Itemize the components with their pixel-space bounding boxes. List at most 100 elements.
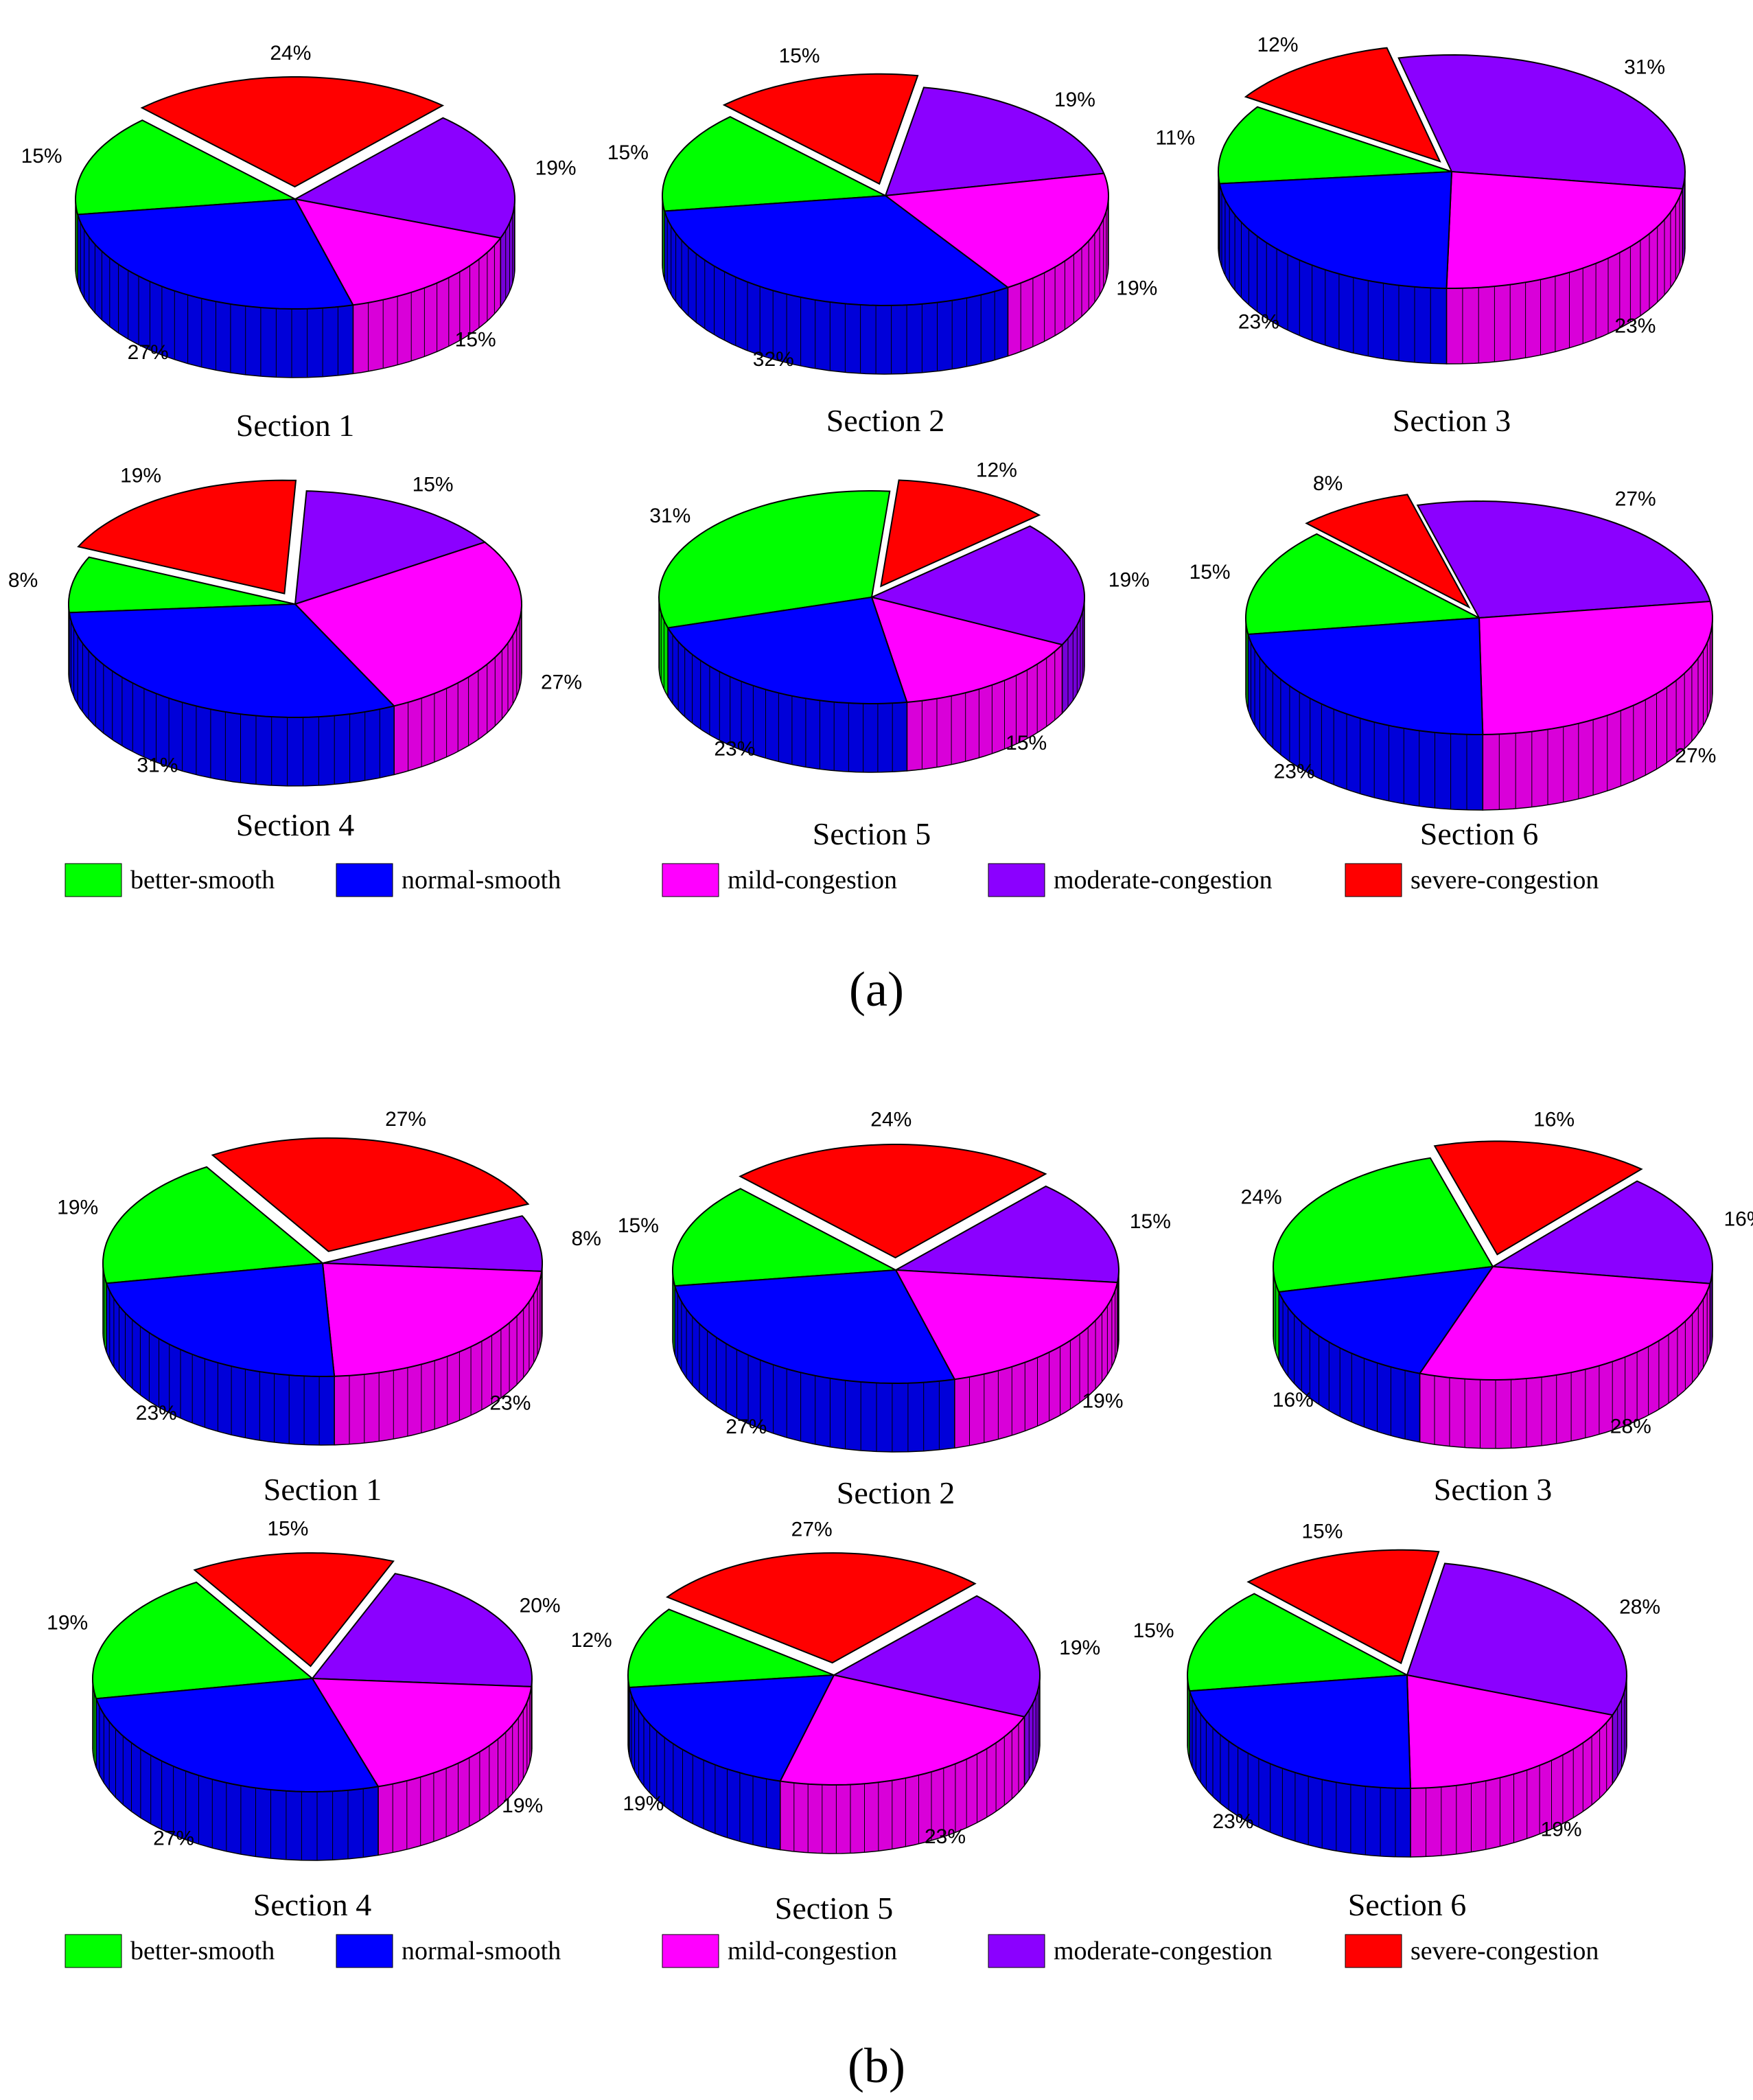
- pie-title: Section 6: [1348, 1887, 1466, 1922]
- legend-swatch-mild-congestion: [662, 863, 719, 897]
- pie-charts: 15% 24% 19% 15% 27% Section 1 15% 15% 19% 19% 32% S…: [8, 34, 1753, 1926]
- pie-data-label-severe-congestion: 24%: [270, 42, 311, 65]
- pie-data-label-moderate-congestion: 19%: [1108, 569, 1150, 592]
- pie-data-label-normal-smooth: 27%: [725, 1416, 767, 1438]
- pie-data-label-moderate-congestion: 27%: [1615, 488, 1656, 511]
- pie-chart-3: 11% 12% 31% 23% 23% Section 3: [1155, 34, 1686, 438]
- pie-slice-severe-congestion: [140, 76, 445, 188]
- pie-slice-better-smooth: [661, 115, 888, 212]
- pie-slice-normal-smooth: [1277, 1265, 1495, 1374]
- pie-slice-moderate-congestion: [832, 1595, 1041, 1718]
- legend-label-mild-congestion: mild-congestion: [728, 866, 897, 895]
- pie-chart-12: 15% 15% 28% 19% 23% Section 6: [1133, 1520, 1661, 1922]
- pie-data-label-normal-smooth: 23%: [1274, 761, 1315, 783]
- pie-slice-mild-congestion: [1406, 1674, 1614, 1790]
- pie-data-label-moderate-congestion: 19%: [1054, 89, 1095, 111]
- pie-slice-better-smooth: [1244, 533, 1482, 636]
- pie-data-label-severe-congestion: 24%: [870, 1109, 912, 1131]
- pie-slice-moderate-congestion: [1397, 54, 1686, 190]
- pie-chart-9: 24% 16% 16% 28% 16% Section 3: [1241, 1109, 1753, 1507]
- pie-data-label-moderate-congestion: 15%: [413, 474, 454, 496]
- pie-slice-severe-congestion: [1305, 494, 1471, 609]
- panel-label-b: (b): [848, 2038, 905, 2093]
- legend-swatch-normal-smooth: [336, 863, 393, 897]
- pie-slice-mild-congestion: [1418, 1265, 1711, 1381]
- legend-swatch-mild-congestion: [662, 1934, 719, 1968]
- pie-data-label-mild-congestion: 15%: [1006, 732, 1047, 754]
- legend-a: better-smooth normal-smooth mild-congestio…: [65, 863, 1599, 897]
- legend-label-normal-smooth: normal-smooth: [402, 1937, 561, 1965]
- pie-chart-5: 31% 12% 19% 15% 23% Section 5: [649, 459, 1150, 851]
- pie-data-label-mild-congestion: 27%: [541, 671, 582, 694]
- pie-slice-better-smooth: [1217, 106, 1452, 185]
- pie-data-label-normal-smooth: 23%: [1212, 1810, 1253, 1833]
- pie-slice-severe-congestion: [739, 1144, 1047, 1259]
- pie-slice-normal-smooth: [1188, 1674, 1412, 1789]
- pie-slice-normal-smooth: [1218, 170, 1453, 290]
- pie-data-label-better-smooth: 15%: [21, 145, 62, 168]
- pie-slice-normal-smooth: [628, 1674, 835, 1782]
- pie-slice-normal-smooth: [68, 603, 396, 719]
- legend-swatch-severe-congestion: [1345, 1934, 1402, 1968]
- pie-data-label-better-smooth: 19%: [47, 1611, 88, 1634]
- pie-slice-moderate-congestion: [293, 117, 516, 239]
- pie-slice-mild-congestion: [870, 596, 1064, 703]
- pie-data-label-better-smooth: 11%: [1155, 126, 1195, 149]
- pie-data-label-severe-congestion: 8%: [1313, 472, 1343, 495]
- pie-data-label-severe-congestion: 27%: [791, 1519, 833, 1541]
- legend-label-normal-smooth: normal-smooth: [402, 866, 561, 895]
- pie-slice-severe-congestion: [880, 479, 1041, 588]
- pie-slice-severe-congestion: [77, 479, 297, 595]
- pie-data-label-mild-congestion: 23%: [925, 1825, 966, 1848]
- pie-slice-better-smooth: [102, 1166, 325, 1284]
- panel-a: better-smooth normal-smooth mild-congestio…: [65, 863, 1599, 1017]
- legend-swatch-better-smooth: [65, 1934, 122, 1968]
- legend-label-better-smooth: better-smooth: [130, 1937, 275, 1965]
- pie-chart-6: 15% 8% 27% 27% 23% Section 6: [1189, 472, 1717, 851]
- pie-data-label-mild-congestion: 19%: [1540, 1819, 1581, 1841]
- pie-data-label-better-smooth: 31%: [649, 505, 690, 527]
- pie-slice-normal-smooth: [673, 1269, 956, 1385]
- pie-slice-better-smooth: [91, 1581, 314, 1700]
- pie-data-label-severe-congestion: 15%: [267, 1518, 308, 1541]
- pie-slice-better-smooth: [627, 1608, 835, 1689]
- pie-data-label-mild-congestion: 19%: [1116, 277, 1157, 300]
- legend-label-moderate-congestion: moderate-congestion: [1054, 1937, 1273, 1965]
- pie-slice-mild-congestion: [321, 1262, 543, 1377]
- pie-slice-better-smooth: [1186, 1593, 1410, 1692]
- pie-slice-better-smooth: [1272, 1157, 1494, 1293]
- pie-slice-moderate-congestion: [294, 490, 487, 605]
- pie-slice-better-smooth: [68, 556, 296, 614]
- pie-data-label-moderate-congestion: 31%: [1624, 56, 1665, 79]
- legend-swatch-better-smooth: [65, 863, 122, 897]
- pie-slice-normal-smooth: [663, 194, 1010, 307]
- pie-data-label-better-smooth: 19%: [57, 1196, 98, 1219]
- pie-data-label-normal-smooth: 27%: [128, 341, 169, 364]
- pie-data-label-normal-smooth: 23%: [136, 1402, 177, 1424]
- pie-slice-severe-congestion: [1244, 47, 1441, 163]
- legend-label-mild-congestion: mild-congestion: [728, 1937, 897, 1965]
- pie-slice-mild-congestion: [883, 172, 1110, 288]
- pie-data-label-normal-smooth: 19%: [623, 1792, 664, 1815]
- pie-chart-8: 15% 24% 15% 19% 27% Section 2: [618, 1109, 1171, 1510]
- pie-title: Section 6: [1420, 816, 1538, 851]
- pie-data-label-severe-congestion: 16%: [1533, 1109, 1575, 1131]
- legend-swatch-moderate-congestion: [988, 1934, 1045, 1968]
- pie-slice-moderate-congestion: [893, 1185, 1119, 1284]
- pie-data-label-mild-congestion: 28%: [1610, 1416, 1651, 1438]
- pie-slice-severe-congestion: [722, 73, 919, 185]
- pie-slice-moderate-congestion: [1406, 1562, 1628, 1716]
- pie-data-label-better-smooth: 8%: [8, 569, 38, 592]
- legend-label-moderate-congestion: moderate-congestion: [1054, 866, 1273, 895]
- pie-data-label-better-smooth: 24%: [1241, 1186, 1282, 1209]
- pie-data-label-severe-congestion: 12%: [1257, 34, 1298, 56]
- pie-slice-normal-smooth: [95, 1677, 380, 1793]
- pie-data-label-moderate-congestion: 28%: [1619, 1595, 1660, 1618]
- pie-title: Section 1: [236, 408, 354, 443]
- pie-chart-4: 8% 19% 15% 27% 31% Section 4: [8, 465, 582, 842]
- pie-data-label-better-smooth: 12%: [571, 1629, 612, 1652]
- pie-data-label-normal-smooth: 31%: [137, 754, 178, 777]
- pie-slice-normal-smooth: [1247, 616, 1484, 735]
- pie-chart-11: 12% 27% 19% 23% 19% Section 5: [571, 1519, 1101, 1926]
